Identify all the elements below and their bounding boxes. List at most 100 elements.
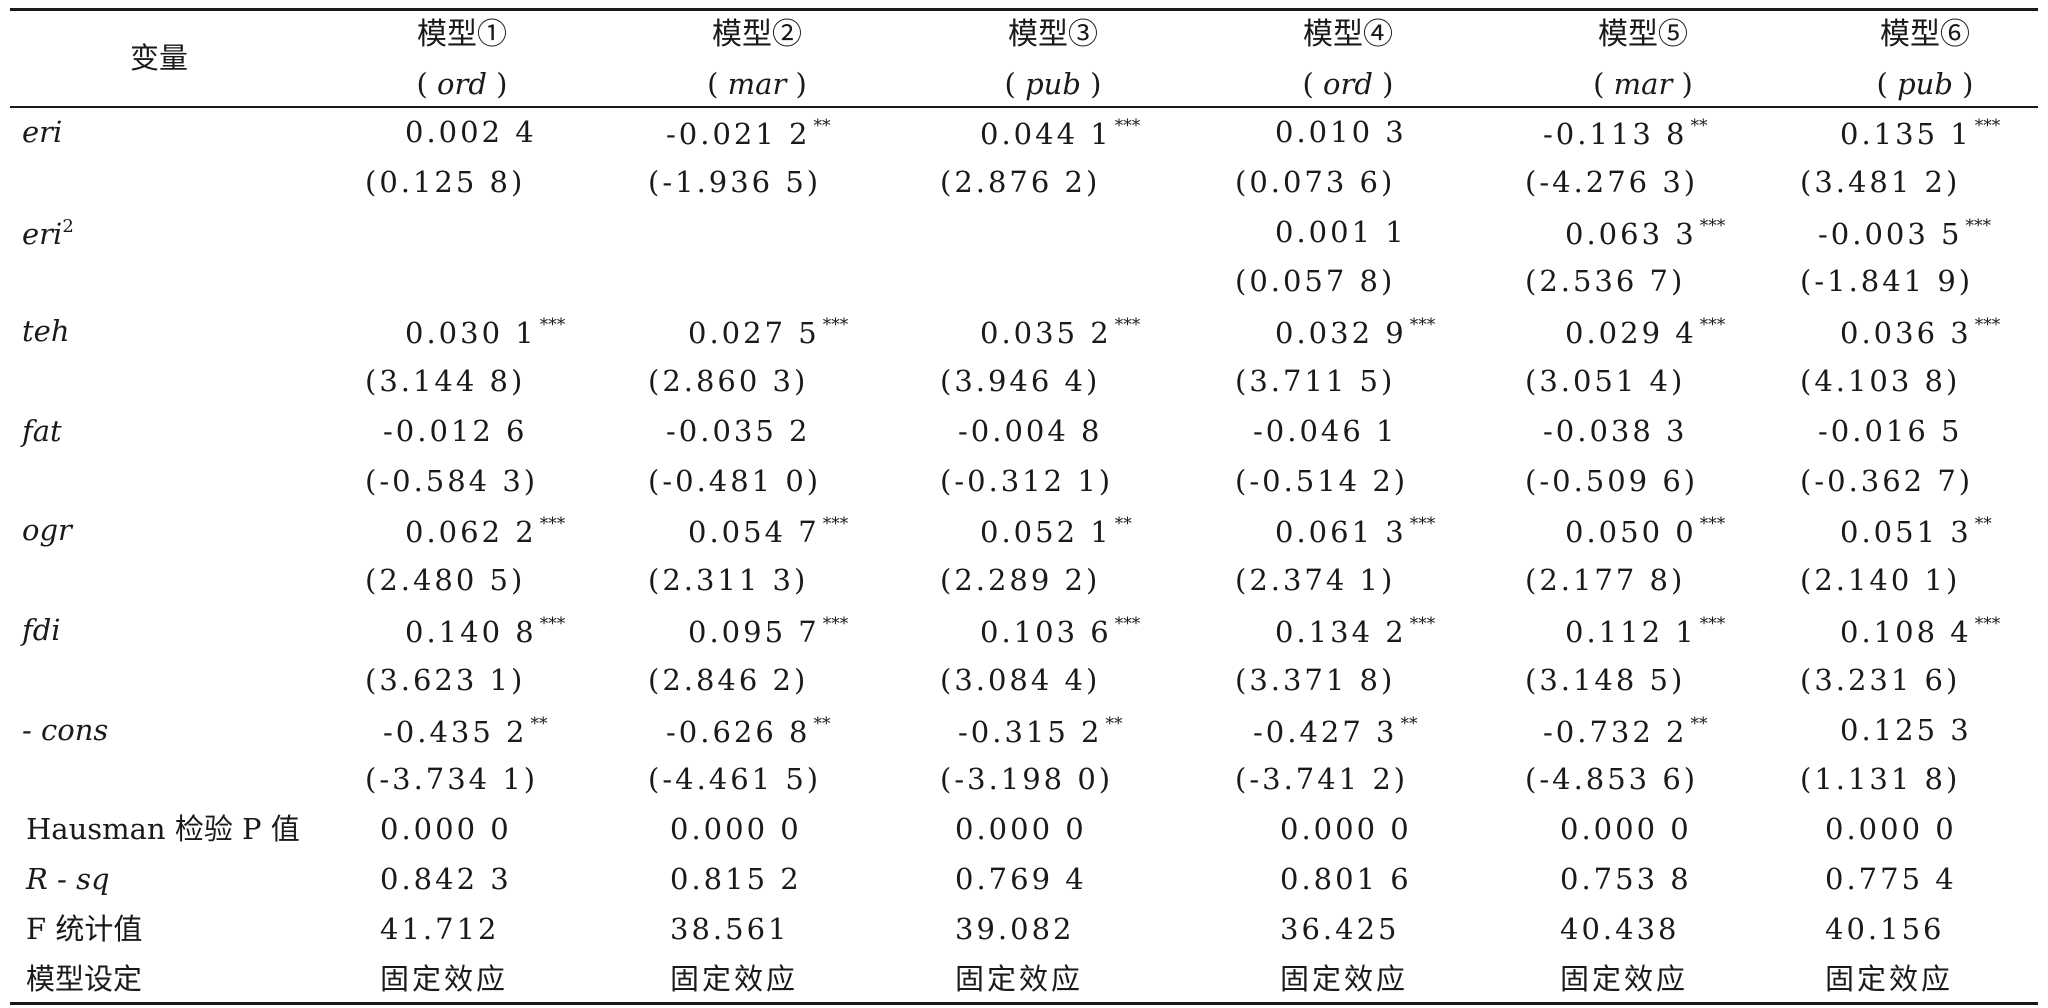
t-stat-cell: (-0.312 1) <box>940 463 1114 498</box>
coefficient-value: 0.103 6 <box>980 615 1112 649</box>
stat-value: 0.815 2 <box>670 862 802 896</box>
coefficient-value: -0.035 2 <box>666 413 811 448</box>
t-stat-cell: (2.846 2) <box>648 662 809 697</box>
column-model-header: 模型① <box>417 17 507 52</box>
t-stat-cell: (3.084 4) <box>940 662 1101 697</box>
row-label: - cons <box>22 712 109 747</box>
t-stat-cell: (-1.936 5) <box>648 164 822 199</box>
coefficient-value: -0.113 8 <box>1543 117 1688 151</box>
t-stat-cell: (-0.514 2) <box>1235 463 1409 498</box>
significance-stars: ** <box>1974 514 1992 535</box>
coefficient-cell: 0.030 1 *** <box>405 317 565 348</box>
column-sub-header: ( ord ) <box>416 67 508 101</box>
stat-value: 38.561 <box>670 911 790 946</box>
row-label: eri <box>22 115 63 149</box>
t-stat-cell: (-0.481 0) <box>648 463 822 498</box>
stat-value: 0.000 0 <box>1280 812 1412 847</box>
coefficient-cell: 0.125 3 <box>1840 715 1972 745</box>
coefficient-value: 0.001 1 <box>1275 214 1407 249</box>
significance-stars: ** <box>1400 713 1418 734</box>
stat-value: 36.425 <box>1280 911 1400 946</box>
t-stat-cell: (4.103 8) <box>1800 364 1961 398</box>
coefficient-value: 0.063 3 <box>1565 216 1697 251</box>
coefficient-value: 0.036 3 <box>1840 316 1972 351</box>
coefficient-cell: -0.004 8 <box>958 416 1103 446</box>
column-model-header: 模型⑤ <box>1598 17 1688 52</box>
coefficient-cell: -0.113 8 ** <box>1543 118 1708 149</box>
significance-stars: ** <box>1105 713 1123 734</box>
stat-label: R - sq <box>26 862 110 896</box>
coefficient-value: 0.112 1 <box>1565 615 1697 649</box>
t-stat-cell: (3.144 8) <box>365 364 526 398</box>
column-sub-header: ( mar ) <box>1593 67 1693 101</box>
coefficient-value: 0.052 1 <box>980 515 1112 550</box>
stat-value: 0.801 6 <box>1280 862 1412 896</box>
coefficient-value: -0.012 6 <box>383 413 528 448</box>
significance-stars: *** <box>1114 614 1141 634</box>
t-stat-cell: (3.231 6) <box>1800 662 1961 697</box>
coefficient-cell: -0.046 1 <box>1253 413 1398 448</box>
coefficient-cell: 0.032 9 *** <box>1275 317 1435 348</box>
coefficient-value: 0.140 8 <box>405 615 537 649</box>
coefficient-value: -0.046 1 <box>1253 413 1398 448</box>
significance-stars: *** <box>1409 614 1436 634</box>
coefficient-value: 0.062 2 <box>405 515 537 550</box>
coefficient-value: 0.095 7 <box>688 615 820 649</box>
t-stat-cell: (2.311 3) <box>648 563 809 598</box>
coefficient-cell: -0.732 2 ** <box>1543 714 1708 749</box>
column-model-header: 模型② <box>712 17 802 52</box>
coefficient-value: -0.626 8 <box>666 714 811 749</box>
stat-value: 0.000 0 <box>380 812 512 847</box>
t-stat-cell: (2.177 8) <box>1525 563 1686 598</box>
coefficient-cell: -0.315 2 ** <box>958 713 1123 747</box>
corner-label: 变量 <box>130 41 189 75</box>
significance-stars: ** <box>1114 514 1132 535</box>
coefficient-cell: -0.427 3 ** <box>1253 713 1418 749</box>
significance-stars: ** <box>813 713 831 734</box>
stat-value: 39.082 <box>955 911 1075 946</box>
stat-value: 固定效应 <box>670 961 799 996</box>
stat-value: 40.156 <box>1825 911 1945 946</box>
coefficient-value: 0.029 4 <box>1565 316 1697 351</box>
coefficient-value: 0.051 3 <box>1840 515 1972 550</box>
coefficient-value: -0.732 2 <box>1543 714 1688 749</box>
coefficient-value: 0.134 2 <box>1275 615 1407 649</box>
coefficient-cell: -0.012 6 <box>383 413 528 448</box>
coefficient-value: -0.427 3 <box>1253 714 1398 749</box>
coefficient-cell: 0.051 3 ** <box>1840 516 1992 547</box>
coefficient-value: 0.044 1 <box>980 117 1112 151</box>
coefficient-value: 0.054 7 <box>688 515 820 550</box>
coefficient-cell: 0.036 3 *** <box>1840 317 2000 348</box>
t-stat-cell: (2.140 1) <box>1800 563 1961 598</box>
coefficient-cell: 0.027 5 *** <box>688 317 848 348</box>
coefficient-cell: 0.050 0 *** <box>1565 516 1725 547</box>
stat-value: 40.438 <box>1560 911 1680 946</box>
stat-value: 0.000 0 <box>1825 812 1957 847</box>
row-label: eri2 <box>22 215 74 251</box>
coefficient-cell: 0.140 8 *** <box>405 616 565 647</box>
significance-stars: *** <box>539 614 566 634</box>
significance-stars: *** <box>1114 116 1141 136</box>
coefficient-cell: -0.021 2 ** <box>666 118 831 149</box>
t-stat-cell: (2.374 1) <box>1235 563 1396 598</box>
coefficient-value: 0.030 1 <box>405 316 537 351</box>
coefficient-cell: -0.035 2 <box>666 413 811 448</box>
coefficient-cell: -0.016 5 <box>1818 416 1963 446</box>
significance-stars: *** <box>1699 215 1726 236</box>
t-stat-cell: (-0.584 3) <box>365 463 539 498</box>
coefficient-value: 0.050 0 <box>1565 515 1697 550</box>
stat-value: 0.753 8 <box>1560 862 1692 896</box>
significance-stars: *** <box>1699 514 1726 535</box>
significance-stars: *** <box>822 514 849 535</box>
stat-value: 0.000 0 <box>670 812 802 847</box>
stat-value: 固定效应 <box>1280 961 1409 996</box>
header-rule <box>10 106 2038 108</box>
coefficient-cell: 0.054 7 *** <box>688 516 848 547</box>
coefficient-cell: 0.035 2 *** <box>980 317 1140 348</box>
stat-value: 0.769 4 <box>955 862 1087 896</box>
t-stat-cell: (3.623 1) <box>365 662 526 697</box>
coefficient-cell: 0.134 2 *** <box>1275 616 1435 647</box>
t-stat-cell: (-1.841 9) <box>1800 264 1974 299</box>
t-stat-cell: (0.125 8) <box>365 164 526 199</box>
significance-stars: *** <box>1409 514 1436 535</box>
